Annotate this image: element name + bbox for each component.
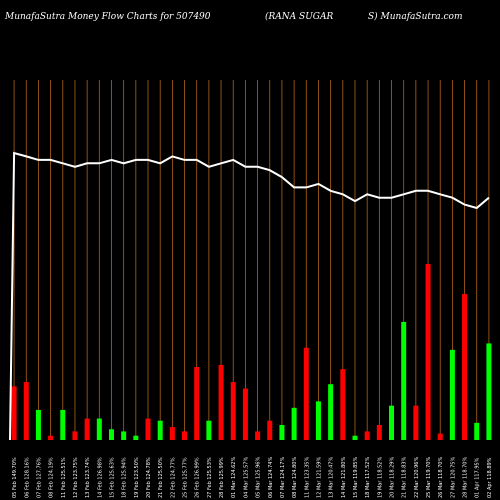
x-tick-label: 28 Feb 125.99% — [219, 457, 225, 498]
x-tick-label: 05 Mar 125.96% — [256, 457, 262, 498]
flow-bar — [267, 420, 273, 440]
flow-bar — [376, 424, 382, 440]
flow-bar — [401, 321, 407, 440]
x-tick-label: 12 Mar 121.59% — [316, 457, 322, 498]
flow-bar — [303, 347, 309, 440]
x-tick-label: 20 Mar 118.29% — [390, 457, 396, 498]
x-tick-label: 07 Mar 124.17% — [280, 457, 286, 498]
flow-bar — [145, 418, 151, 440]
flow-bar — [11, 386, 17, 440]
x-tick-label: 01 Mar 124.62% — [231, 457, 237, 498]
chart-title: MunafaSutra Money Flow Charts for 507490 — [5, 12, 211, 22]
stock-name-part2: S) MunafaSutra.com — [368, 12, 463, 22]
x-tick-label: 25 Feb 125.77% — [183, 457, 189, 498]
x-tick-label: 14 Mar 121.80% — [341, 457, 347, 498]
flow-bar — [35, 409, 41, 440]
x-tick-label: 28 Mar 118.70% — [463, 457, 469, 498]
flow-bar — [242, 388, 248, 440]
x-tick-label: 13 Feb 123.74% — [85, 457, 91, 498]
flow-bar — [449, 349, 455, 440]
gridlines — [13, 80, 490, 440]
stock-name-part1: (RANA SUGAR — [265, 12, 334, 22]
x-tick-label: 15 Feb 125.63% — [109, 457, 115, 498]
flow-bar — [315, 401, 321, 440]
flow-bar — [352, 435, 358, 440]
flow-bar — [255, 431, 261, 440]
flow-bar — [218, 364, 224, 440]
flow-bar — [169, 427, 175, 440]
x-tick-label: 08 Feb 124.19% — [49, 457, 55, 498]
x-tick-label: 08 Mar 124.80% — [292, 457, 298, 498]
x-tick-label: 01 Apr 117.95% — [475, 457, 481, 498]
x-tick-label: 14 Feb 126.98% — [97, 457, 103, 498]
flow-bar — [96, 418, 102, 440]
money-flow-bars — [11, 264, 492, 440]
x-tick-label: 26 Mar 118.70% — [438, 457, 444, 498]
x-tick-label: 18 Feb 125.94% — [122, 457, 128, 498]
x-tick-label: 20 Feb 124.78% — [146, 457, 152, 498]
x-tick-label: 05 Feb 149.70% — [12, 457, 18, 498]
flow-bar — [279, 424, 285, 440]
x-tick-label: 21 Feb 125.50% — [158, 457, 164, 498]
x-tick-label: 25 Mar 119.70% — [426, 457, 432, 498]
flow-bar — [437, 433, 443, 440]
x-tick-label: 19 Mar 118.52% — [377, 457, 383, 498]
x-tick-label: 21 Mar 118.83% — [402, 457, 408, 498]
flow-bar — [48, 435, 54, 440]
x-tick-label: 15 Mar 119.85% — [353, 457, 359, 498]
x-tick-label: 26 Feb 126.99% — [195, 457, 201, 498]
x-tick-label: 27 Mar 120.75% — [450, 457, 456, 498]
x-tick-label: 12 Feb 123.75% — [73, 457, 79, 498]
x-tick-label: 11 Feb 125.51% — [61, 457, 67, 498]
x-tick-label: 02 Apr 118.89% — [487, 457, 493, 498]
flow-bar — [108, 429, 114, 440]
x-tick-label: 19 Feb 123.50% — [134, 457, 140, 498]
x-tick-label: 22 Mar 120.96% — [414, 457, 420, 498]
price-polyline — [9, 151, 490, 441]
flow-bar — [157, 420, 163, 440]
x-tick-label: 06 Mar 124.74% — [268, 457, 274, 498]
flow-bar — [206, 420, 212, 440]
x-tick-label: 07 Feb 127.76% — [36, 457, 42, 498]
flow-bar — [364, 431, 370, 440]
flow-bar — [413, 405, 419, 440]
x-axis-labels: 05 Feb 149.70% 06 Feb 128.16% 07 Feb 127.7… — [12, 457, 493, 498]
x-tick-label: 27 Feb 125.53% — [207, 457, 213, 498]
flow-bar — [389, 405, 395, 440]
flow-bar — [182, 431, 188, 440]
flow-bar — [328, 384, 334, 440]
flow-bar — [121, 431, 127, 440]
flow-bar — [340, 369, 346, 440]
x-tick-label: 11 Mar 123.35% — [304, 457, 310, 498]
flow-bar — [23, 382, 29, 440]
flow-bar — [474, 422, 480, 440]
price-line — [9, 151, 490, 441]
flow-bar — [230, 382, 236, 440]
flow-bar — [84, 418, 90, 440]
flow-bar — [425, 264, 431, 440]
flow-bar — [133, 435, 139, 440]
x-tick-label: 06 Feb 128.16% — [24, 457, 30, 498]
x-tick-label: 13 Mar 120.47% — [329, 457, 335, 498]
flow-bar — [194, 367, 200, 440]
flow-bar — [462, 294, 468, 440]
flow-bar — [72, 431, 78, 440]
flow-bar — [291, 407, 297, 440]
x-tick-label: 04 Mar 125.57% — [243, 457, 249, 498]
x-tick-label: 22 Feb 124.77% — [170, 457, 176, 498]
flow-bar — [60, 409, 66, 440]
x-tick-label: 18 Mar 117.52% — [365, 457, 371, 498]
flow-bar — [486, 343, 492, 440]
